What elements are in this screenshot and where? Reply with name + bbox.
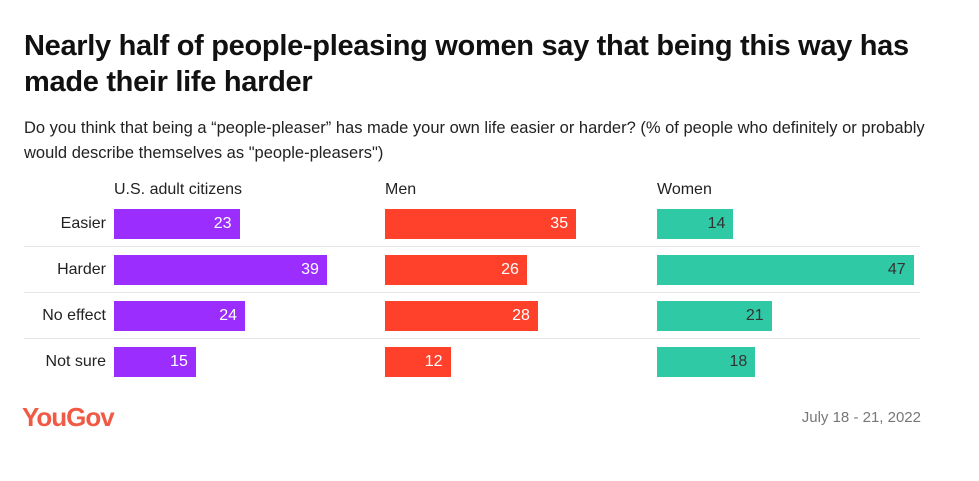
series-header: U.S. adult citizens (114, 181, 243, 198)
bar (114, 255, 327, 285)
row-separator (24, 338, 920, 339)
data-label: 28 (512, 307, 530, 324)
category-label: Not sure (45, 353, 106, 370)
data-label: 15 (170, 353, 188, 370)
chart-title: Nearly half of people-pleasing women say… (24, 30, 909, 98)
data-label: 39 (301, 261, 319, 278)
bar (114, 209, 240, 239)
series-header: Women (657, 181, 712, 198)
bar (657, 347, 756, 377)
bar (385, 347, 451, 377)
bar (657, 209, 734, 239)
bar (385, 209, 577, 239)
data-label: 47 (887, 261, 906, 278)
row-separator (24, 246, 920, 247)
category-label: No effect (42, 307, 106, 324)
date-range: July 18 - 21, 2022 (801, 409, 921, 426)
bar (114, 347, 196, 377)
data-label: 35 (550, 215, 569, 232)
data-label: 23 (213, 215, 232, 232)
data-label: 18 (729, 353, 748, 370)
row-separator (24, 292, 920, 293)
chart-subtitle: Do you think that being a “people-please… (24, 119, 925, 162)
bar (385, 255, 527, 285)
category-label: Easier (60, 215, 106, 232)
data-label: 26 (501, 261, 519, 278)
bar (657, 301, 772, 331)
bar (114, 301, 246, 331)
yougov-logo: YouGov (22, 402, 115, 432)
data-label: 14 (707, 215, 726, 232)
bar (385, 301, 538, 331)
data-label: 21 (745, 307, 764, 324)
bar (657, 255, 914, 285)
category-label: Harder (57, 261, 106, 278)
series-header: Men (385, 181, 417, 198)
data-label: 24 (219, 307, 238, 324)
data-label: 12 (424, 353, 443, 370)
